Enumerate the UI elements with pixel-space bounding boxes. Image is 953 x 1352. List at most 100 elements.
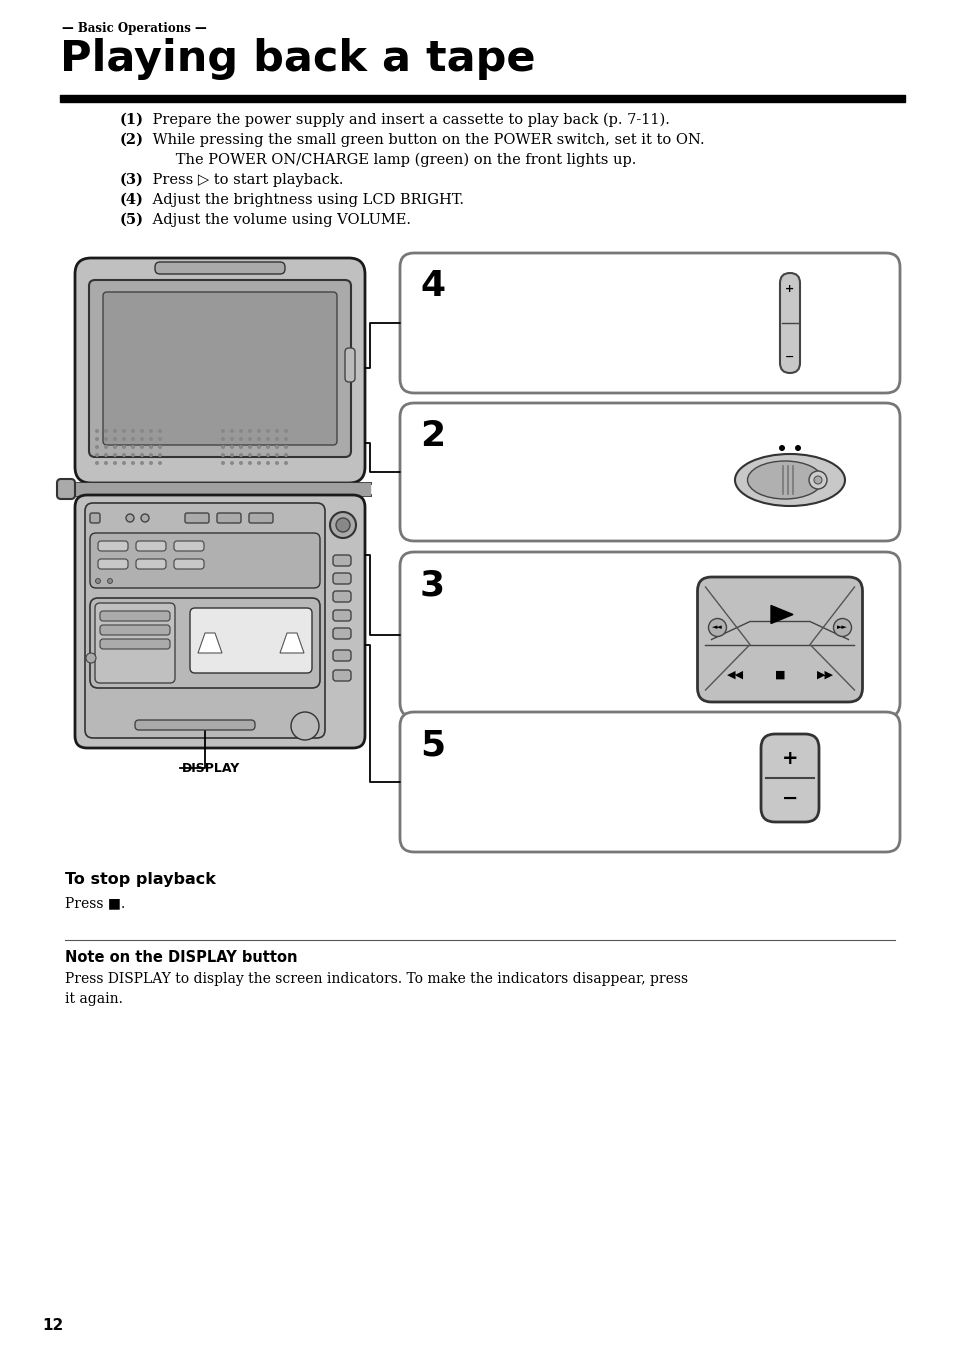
Circle shape: [256, 445, 261, 449]
Text: ▶▶: ▶▶: [816, 669, 833, 680]
FancyBboxPatch shape: [697, 577, 862, 702]
Circle shape: [104, 445, 108, 449]
Circle shape: [131, 461, 135, 465]
Circle shape: [239, 445, 243, 449]
Circle shape: [248, 461, 252, 465]
Circle shape: [813, 476, 821, 484]
FancyBboxPatch shape: [100, 611, 170, 621]
Text: −: −: [784, 352, 794, 362]
Text: — Basic Operations —: — Basic Operations —: [62, 22, 207, 35]
FancyBboxPatch shape: [154, 262, 285, 274]
FancyBboxPatch shape: [75, 258, 365, 483]
Text: Prepare the power supply and insert a cassette to play back (p. 7-11).: Prepare the power supply and insert a ca…: [148, 114, 669, 127]
Circle shape: [291, 713, 318, 740]
Circle shape: [140, 453, 144, 457]
Circle shape: [112, 445, 117, 449]
Text: (5): (5): [120, 214, 144, 227]
Circle shape: [158, 445, 162, 449]
Circle shape: [266, 429, 270, 433]
Circle shape: [239, 429, 243, 433]
Circle shape: [266, 453, 270, 457]
Circle shape: [149, 429, 152, 433]
FancyBboxPatch shape: [345, 347, 355, 383]
Circle shape: [95, 579, 100, 584]
Circle shape: [149, 453, 152, 457]
Circle shape: [131, 453, 135, 457]
Circle shape: [221, 453, 225, 457]
Circle shape: [158, 437, 162, 441]
Circle shape: [112, 437, 117, 441]
FancyBboxPatch shape: [95, 603, 174, 683]
Circle shape: [112, 461, 117, 465]
Circle shape: [158, 461, 162, 465]
FancyBboxPatch shape: [399, 403, 899, 541]
Circle shape: [230, 453, 233, 457]
Circle shape: [230, 445, 233, 449]
Circle shape: [95, 437, 99, 441]
FancyBboxPatch shape: [100, 625, 170, 635]
FancyBboxPatch shape: [136, 558, 166, 569]
Text: −: −: [781, 788, 798, 807]
Circle shape: [833, 618, 851, 637]
Circle shape: [284, 461, 288, 465]
Circle shape: [256, 437, 261, 441]
Circle shape: [284, 429, 288, 433]
Circle shape: [104, 437, 108, 441]
FancyBboxPatch shape: [57, 479, 75, 499]
FancyBboxPatch shape: [333, 610, 351, 621]
Text: Note on the DISPLAY button: Note on the DISPLAY button: [65, 950, 297, 965]
Circle shape: [284, 453, 288, 457]
Circle shape: [221, 437, 225, 441]
Circle shape: [104, 453, 108, 457]
Text: ◀◀: ◀◀: [726, 669, 742, 680]
FancyBboxPatch shape: [249, 512, 273, 523]
FancyBboxPatch shape: [98, 558, 128, 569]
Circle shape: [122, 461, 126, 465]
Circle shape: [140, 429, 144, 433]
FancyBboxPatch shape: [136, 541, 166, 552]
Text: ■: ■: [774, 669, 784, 680]
Circle shape: [274, 445, 278, 449]
Circle shape: [274, 453, 278, 457]
Text: 3: 3: [419, 568, 445, 602]
Circle shape: [284, 437, 288, 441]
Circle shape: [221, 429, 225, 433]
FancyBboxPatch shape: [173, 558, 204, 569]
Circle shape: [221, 461, 225, 465]
Text: 5: 5: [419, 727, 445, 763]
Polygon shape: [198, 633, 222, 653]
Text: (4): (4): [120, 193, 144, 207]
Circle shape: [239, 437, 243, 441]
FancyBboxPatch shape: [333, 671, 351, 681]
Text: While pressing the small green button on the POWER switch, set it to ON.: While pressing the small green button on…: [148, 132, 704, 147]
Circle shape: [122, 445, 126, 449]
FancyBboxPatch shape: [173, 541, 204, 552]
Circle shape: [335, 518, 350, 531]
Circle shape: [140, 437, 144, 441]
Circle shape: [794, 445, 801, 452]
Ellipse shape: [734, 454, 844, 506]
Text: To stop playback: To stop playback: [65, 872, 215, 887]
FancyBboxPatch shape: [333, 573, 351, 584]
Circle shape: [266, 437, 270, 441]
FancyBboxPatch shape: [333, 650, 351, 661]
Text: Press ■.: Press ■.: [65, 896, 125, 910]
Circle shape: [266, 461, 270, 465]
Circle shape: [230, 461, 233, 465]
Circle shape: [149, 445, 152, 449]
Polygon shape: [280, 633, 304, 653]
Circle shape: [330, 512, 355, 538]
Text: it again.: it again.: [65, 992, 123, 1006]
Text: (3): (3): [120, 173, 144, 187]
Circle shape: [149, 437, 152, 441]
Text: ►►: ►►: [836, 625, 847, 630]
FancyBboxPatch shape: [190, 608, 312, 673]
Circle shape: [108, 579, 112, 584]
Circle shape: [95, 461, 99, 465]
FancyBboxPatch shape: [216, 512, 241, 523]
Text: The POWER ON/CHARGE lamp (green) on the front lights up.: The POWER ON/CHARGE lamp (green) on the …: [148, 153, 636, 168]
Circle shape: [256, 461, 261, 465]
Circle shape: [112, 429, 117, 433]
Circle shape: [239, 453, 243, 457]
Ellipse shape: [747, 461, 821, 499]
